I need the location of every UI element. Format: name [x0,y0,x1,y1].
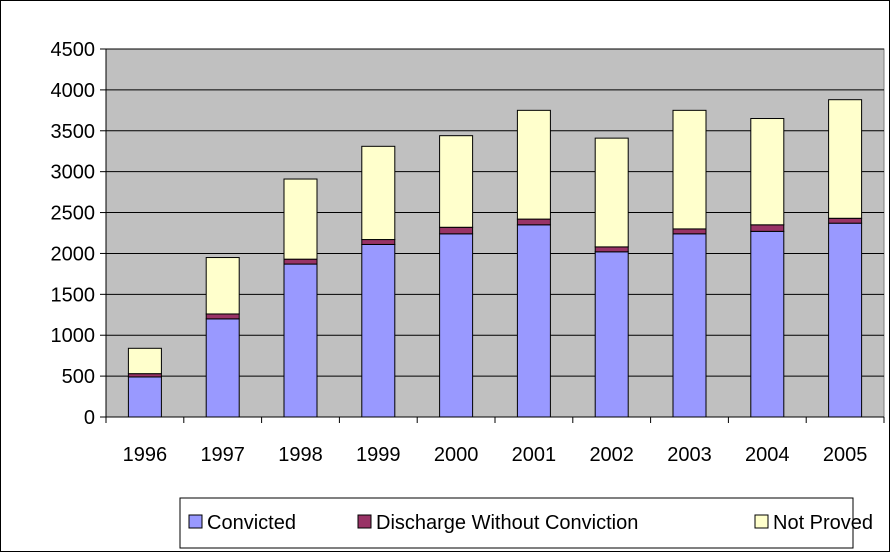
x-tick-label: 1999 [356,444,401,466]
y-tick-label: 3500 [51,121,96,143]
bar-convicted-1997 [205,318,240,418]
bar-discharge-without-conviction-2005 [828,217,863,224]
bar-discharge-without-conviction-1998 [283,258,318,265]
y-tick-label: 1500 [51,284,96,306]
axes [100,48,885,423]
y-tick-labels: 0 500 1000 1500 2000 2500 3000 3500 4000 4500 [51,39,96,429]
legend-swatch [357,514,372,529]
bar-not-proved-1997 [205,257,240,315]
bar-convicted-1999 [361,243,396,418]
y-tick-label: 2500 [51,203,96,225]
y-tick-label: 4500 [51,39,96,61]
legend-swatch [188,514,203,529]
bar-not-proved-1998 [283,178,318,260]
bar-convicted-2004 [750,230,785,418]
bar-not-proved-2004 [750,118,785,226]
y-tick-label: 2000 [51,243,96,265]
bar-not-proved-2000 [439,135,474,228]
bar-not-proved-2002 [594,137,629,248]
bar-not-proved-2005 [828,99,863,219]
bar-discharge-without-conviction-2004 [750,224,785,232]
bar-convicted-1998 [283,263,318,418]
y-tick-label: 3000 [51,162,96,184]
x-tick-label: 1996 [123,444,168,466]
x-tick-label: 1998 [278,444,323,466]
bar-discharge-without-conviction-2000 [439,226,474,235]
x-tick-label: 2005 [823,444,868,466]
legend-label: Discharge Without Conviction [376,512,638,534]
x-tick-label: 1997 [200,444,245,466]
bar-convicted-2001 [516,224,551,418]
bar-not-proved-2001 [516,109,551,220]
x-tick-label: 2001 [512,444,557,466]
bar-not-proved-1999 [361,145,396,241]
y-tick-label: 4000 [51,80,96,102]
bar-discharge-without-conviction-2001 [516,218,551,226]
legend-box [179,497,854,549]
bar-convicted-2003 [672,233,707,418]
legend-swatch [754,514,769,529]
y-tick-label: 500 [62,366,95,388]
bar-not-proved-2003 [672,109,707,230]
bar-convicted-2002 [594,251,629,418]
x-tick-label: 2000 [434,444,479,466]
bar-discharge-without-conviction-2002 [594,246,629,253]
legend: Convicted Discharge Without Conviction Not… [179,497,873,549]
bar-convicted-2000 [439,233,474,418]
bar-convicted-2005 [828,222,863,418]
bar-not-proved-1996 [127,347,162,375]
legend-label: Not Proved [773,512,873,534]
bar-convicted-1996 [127,376,162,418]
x-tick-label: 2003 [667,444,712,466]
x-tick-label: 2004 [745,444,790,466]
bar-discharge-without-conviction-1997 [205,313,240,320]
y-tick-label: 1000 [51,325,96,347]
y-tick-label: 0 [84,407,95,429]
x-tick-label: 2002 [589,444,634,466]
bar-discharge-without-conviction-2003 [672,228,707,235]
bars [127,99,863,418]
bar-discharge-without-conviction-1999 [361,239,396,245]
legend-label: Convicted [207,512,296,534]
x-tick-labels: 1996 1997 1998 1999 2000 2001 2002 2003 2004 2005 [123,444,868,466]
